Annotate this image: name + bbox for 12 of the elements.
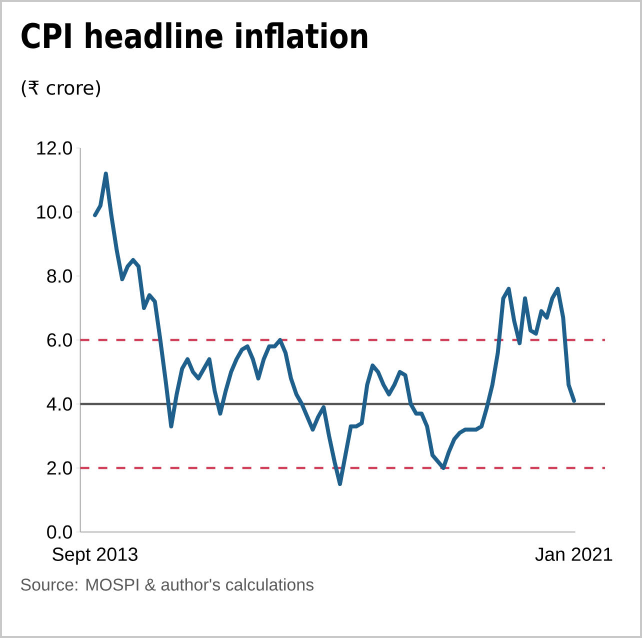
x-tick-label: Jan 2021	[535, 548, 612, 561]
x-tick-label: Sept 2013	[52, 548, 138, 565]
y-tick-label: 10.0	[37, 205, 72, 219]
chart-subtitle: (₹ crore)	[22, 80, 100, 98]
chart-title: CPI headline inflation	[22, 22, 368, 49]
y-tick-label: 0.0	[47, 525, 72, 539]
y-tick-label: 8.0	[47, 269, 72, 283]
y-tick-label: 12.0	[37, 141, 72, 155]
y-tick-label: 4.0	[46, 397, 72, 411]
y-tick-label: 2.0	[47, 461, 72, 475]
source-note: Source: MOSPI & author's calculations	[20, 578, 314, 591]
y-tick-label: 6.0	[47, 333, 72, 347]
